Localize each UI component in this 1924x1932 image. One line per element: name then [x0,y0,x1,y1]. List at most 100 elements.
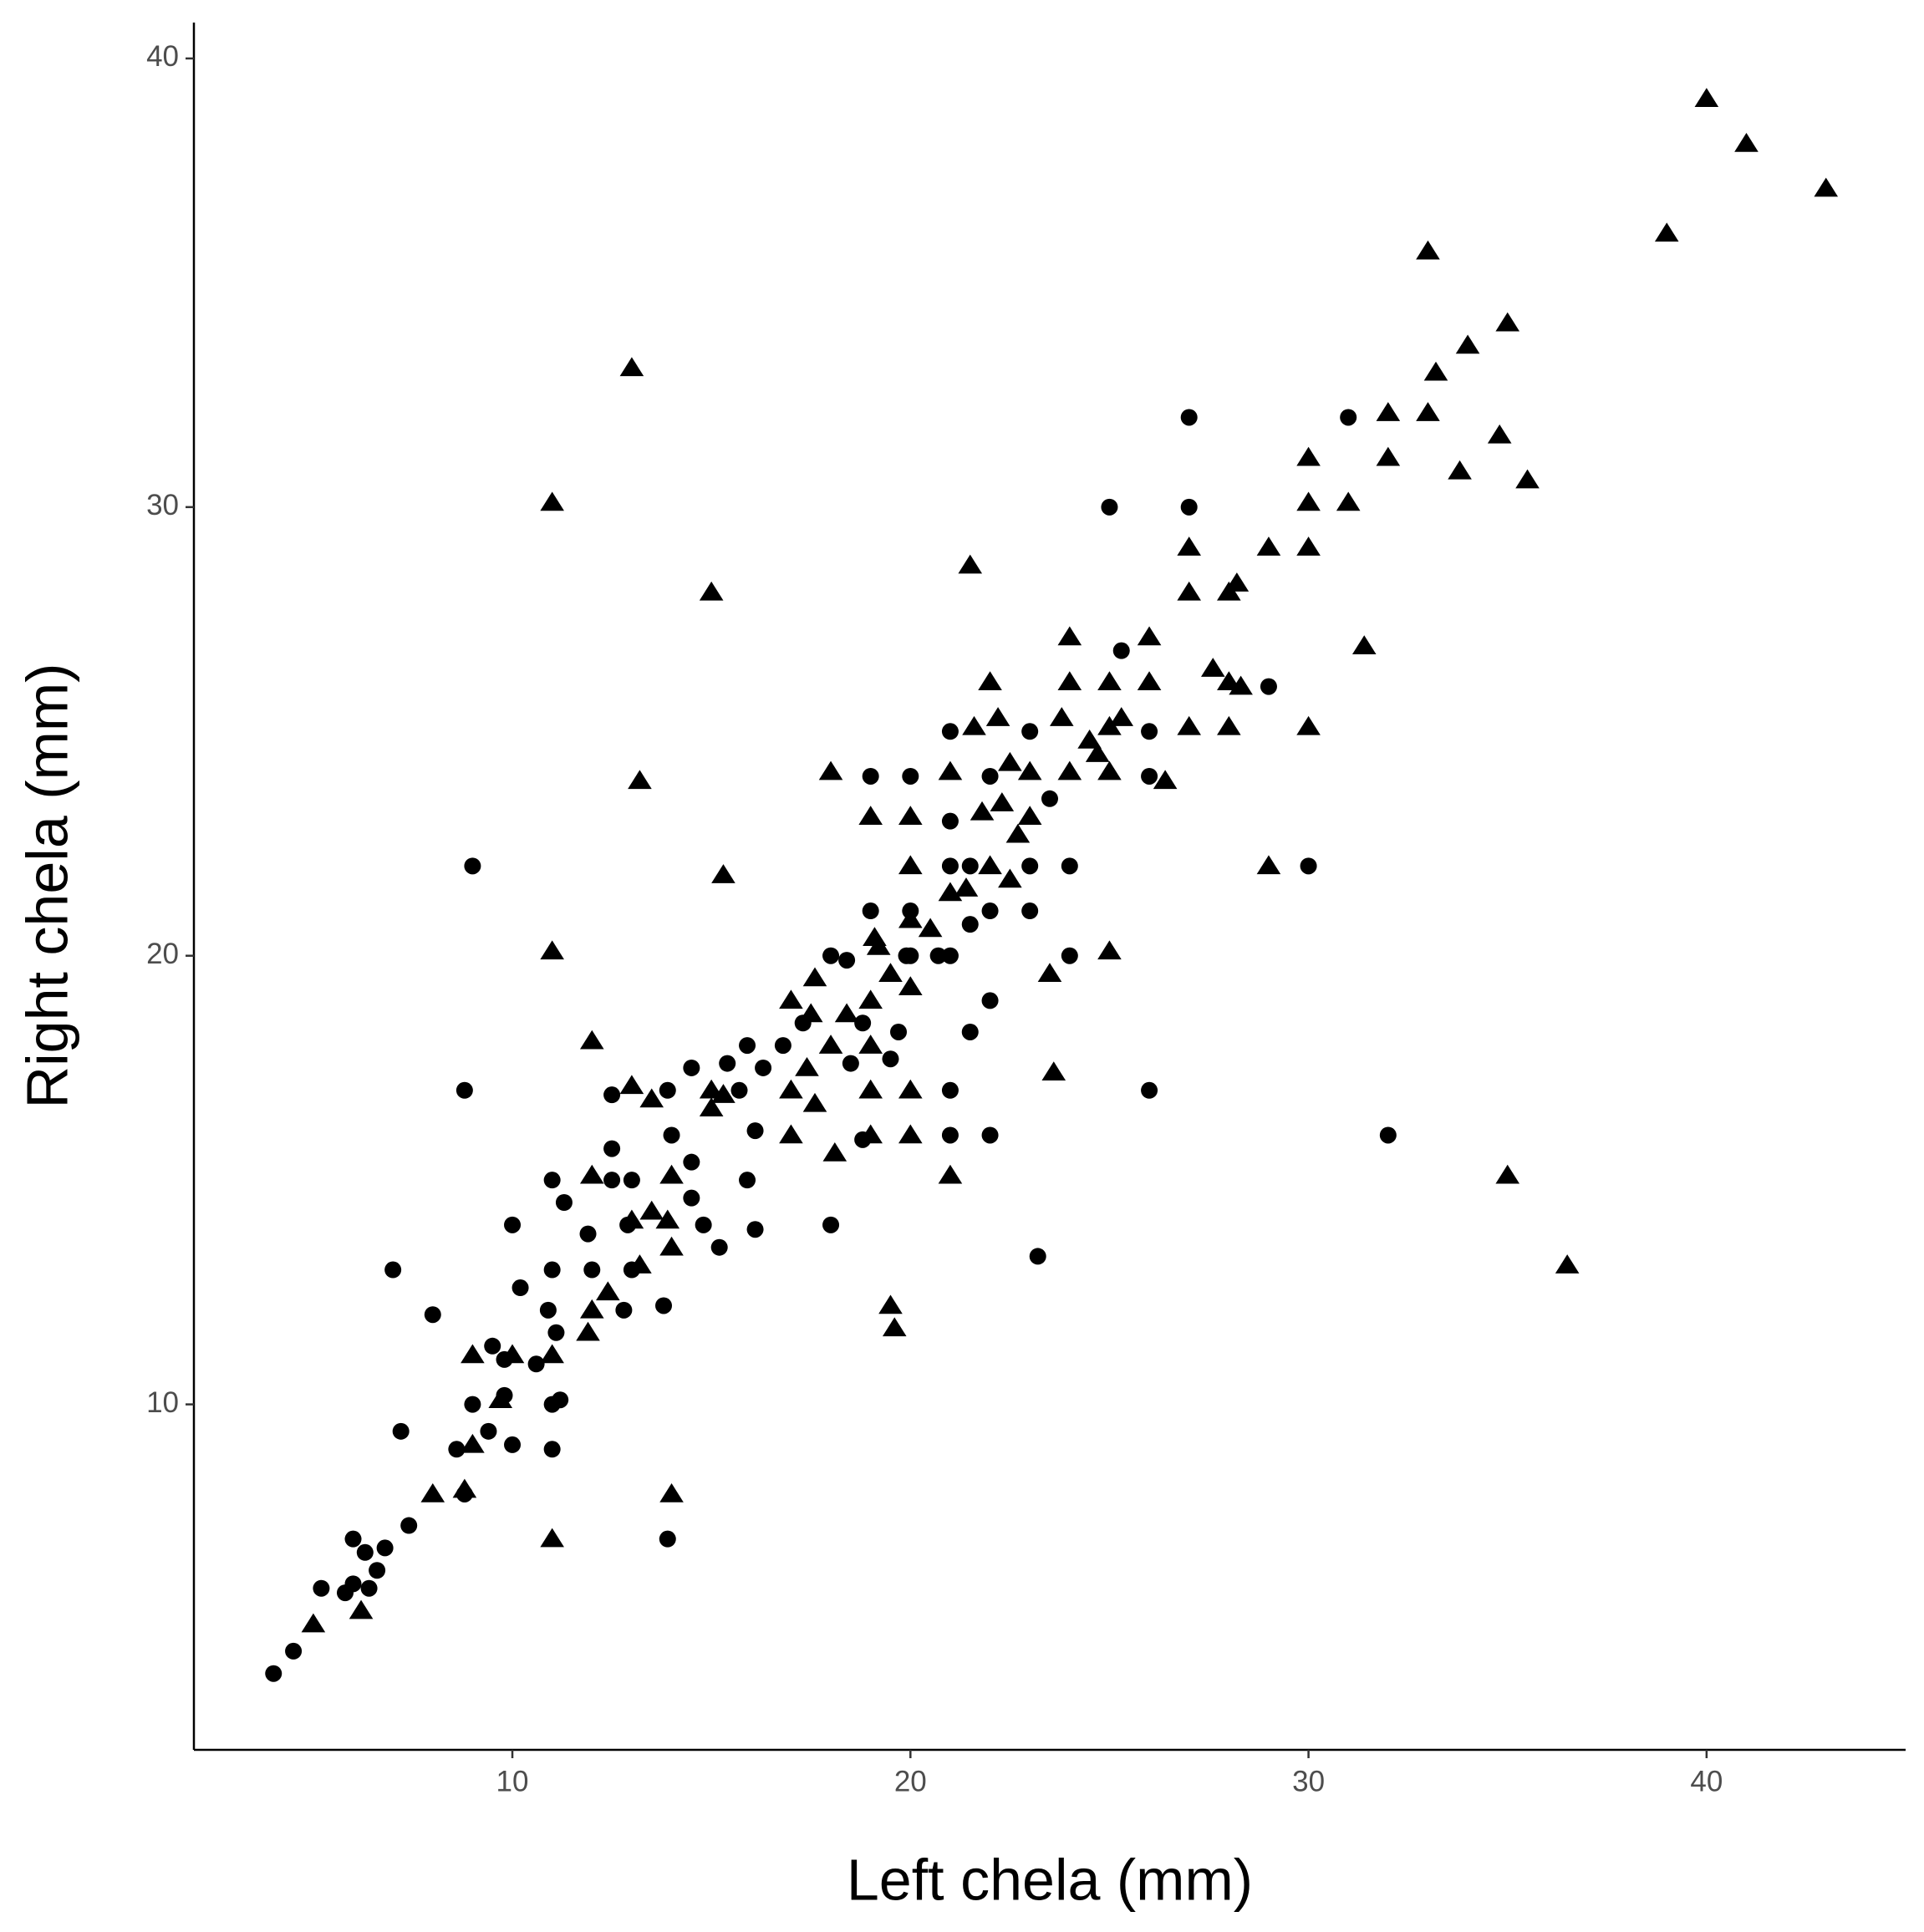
triangle-point [639,1200,664,1220]
triangle-point [1177,715,1201,735]
circle-point [392,1422,410,1440]
circle-point [663,1126,680,1144]
x-tick-label: 40 [1690,1765,1723,1797]
circle-point [842,1055,859,1072]
triangle-point [898,806,923,826]
circle-point [603,1172,621,1189]
triangle-point [998,751,1022,771]
triangle-point [1049,707,1074,726]
triangle-point [898,1079,923,1099]
triangle-point [1448,460,1472,480]
triangle-point [898,976,923,996]
triangle-point [898,908,923,928]
circle-point [1180,409,1198,426]
triangle-point [898,855,923,875]
triangle-point [659,1236,684,1256]
circle-point [981,1126,999,1144]
triangle-point [576,1321,600,1341]
triangle-point [1017,760,1042,780]
circle-point [1021,857,1039,875]
circle-point [615,1301,633,1319]
triangle-point [659,1164,684,1184]
triangle-point [540,1344,564,1364]
triangle-point [452,1478,477,1498]
triangle-point [970,801,995,821]
triangle-point [301,1613,326,1633]
circle-point [961,1023,979,1040]
circle-point [543,1172,561,1189]
triangle-point [779,1079,803,1099]
triangle-point [1177,536,1201,556]
triangle-point [818,1035,843,1054]
triangle-point [1814,177,1839,197]
circle-point [755,1059,772,1076]
triangle-point [540,491,564,511]
triangle-point [858,989,883,1009]
circle-point [854,1014,872,1032]
circle-point [862,767,879,785]
triangle-point [1057,671,1082,690]
triangle-point [978,671,1002,690]
circle-point [384,1261,402,1279]
triangle-point [1416,240,1440,260]
triangle-point [818,760,843,780]
circle-point [1141,1081,1158,1099]
circle-point [1260,678,1277,695]
triangle-point [962,715,986,735]
circle-point [719,1055,736,1072]
triangle-point [1097,671,1122,690]
circle-point [579,1225,597,1243]
triangle-point [420,1482,445,1502]
triangle-point [1495,1164,1520,1184]
circle-point [1061,857,1078,875]
triangle-point [1057,626,1082,646]
triangle-point [1256,855,1281,875]
circle-point [961,857,979,875]
triangle-point [461,1344,485,1364]
triangle-point [858,1124,883,1144]
y-tick-label: 20 [146,938,179,970]
triangle-point [1057,760,1082,780]
triangle-point [858,1079,883,1099]
triangle-point [579,1030,604,1050]
triangle-point [1376,446,1401,466]
triangle-point [1177,581,1201,601]
circle-point [360,1579,378,1597]
circle-point [369,1562,386,1579]
circle-point [480,1422,497,1440]
triangle-point [1229,675,1253,695]
y-tick-label: 30 [146,489,179,521]
y-tick-label: 40 [146,40,179,73]
circle-point [1112,642,1130,659]
circle-point [424,1306,441,1324]
triangle-point [1256,536,1281,556]
circle-point [683,1059,700,1076]
circle-point [543,1261,561,1279]
triangle-point [659,1482,684,1502]
circle-point [710,1238,728,1256]
triangle-point [1153,770,1178,790]
triangle-point [1217,715,1241,735]
circle-point [746,1122,764,1140]
triangle-point [1423,361,1448,381]
triangle-point [938,1164,963,1184]
triangle-point [488,1389,513,1408]
circle-point [862,902,879,920]
circle-point [659,1081,676,1099]
triangle-point [1495,312,1520,332]
triangle-point [1085,743,1110,762]
circle-point [1141,767,1158,785]
triangle-point [802,967,827,987]
triangle-point [1097,940,1122,960]
triangle-point [1137,626,1162,646]
triangle-point [795,1056,819,1076]
triangle-point [798,1003,823,1023]
triangle-point [349,1599,374,1619]
circle-point [547,1324,565,1341]
circle-point [313,1579,330,1597]
circle-point [890,1023,908,1040]
circle-point [1041,790,1058,807]
circle-point [1101,498,1118,516]
triangle-point [596,1281,620,1301]
